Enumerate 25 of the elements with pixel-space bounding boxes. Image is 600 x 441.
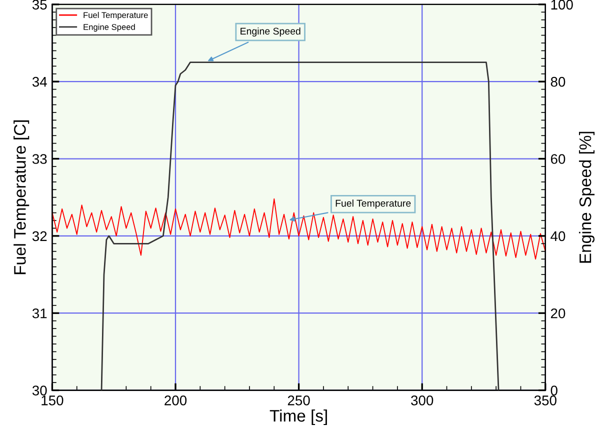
y-tick-label: 31 xyxy=(32,308,47,318)
legend-label: Engine Speed xyxy=(84,24,135,32)
x-tick-label: 150 xyxy=(42,396,64,406)
y-axis-title: Fuel Temperature [C] xyxy=(14,120,30,274)
y-tick-label: 30 xyxy=(32,386,47,396)
y-tick-label: 32 xyxy=(32,231,47,242)
annotation: Fuel Temperature xyxy=(336,200,411,209)
annotation: Engine Speed xyxy=(240,27,300,37)
y2-tick-label: 20 xyxy=(550,308,566,318)
line-series xyxy=(52,198,546,260)
x-tick-label: 350 xyxy=(534,396,556,406)
y-tick-label: 35 xyxy=(32,0,47,10)
legend-label: Fuel Temperature xyxy=(84,12,148,20)
y-tick-label: 34 xyxy=(32,76,47,87)
y2-tick-label: 100 xyxy=(551,0,573,10)
y-tick-label: 33 xyxy=(32,154,47,164)
y2-tick-label: 40 xyxy=(550,231,566,242)
x-tick-label: 200 xyxy=(164,396,187,406)
x-tick-label: 300 xyxy=(411,396,434,406)
y2-tick-label: 0 xyxy=(550,386,558,396)
y2-axis-title: Engine Speed [%] xyxy=(578,132,595,263)
x-axis-title: Time [s] xyxy=(270,409,327,426)
y2-tick-label: 60 xyxy=(550,154,566,164)
x-tick-label: 250 xyxy=(288,396,310,406)
y2-tick-label: 80 xyxy=(550,76,566,87)
